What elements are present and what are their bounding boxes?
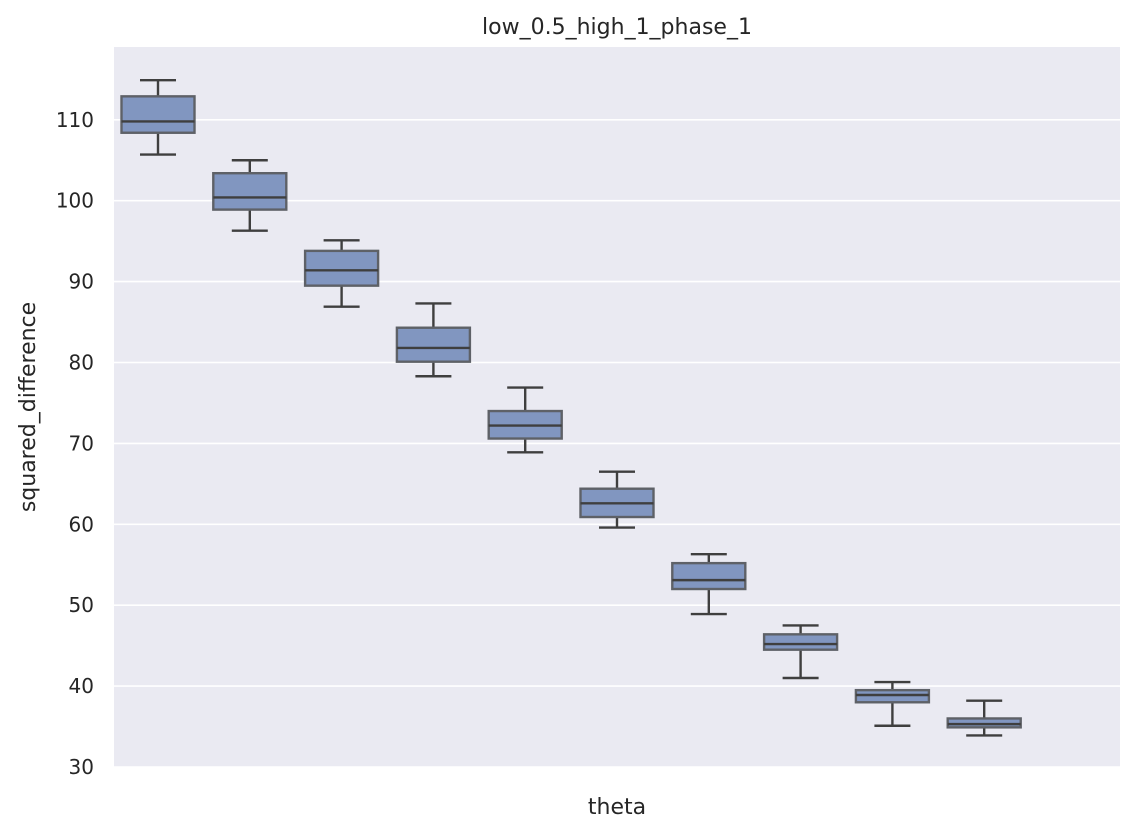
y-tick-label-40: 40: [69, 674, 94, 698]
y-tick-label-110: 110: [56, 108, 94, 132]
y-tick-label-50: 50: [69, 593, 94, 617]
box-4: [395, 302, 472, 378]
box-8: [762, 624, 839, 680]
box-iqr: [303, 249, 380, 287]
y-tick-label-100: 100: [56, 189, 94, 213]
box-5: [487, 386, 563, 454]
x-axis-label: theta: [588, 795, 646, 820]
plot-area: [114, 47, 1120, 767]
y-axis-label: squared_difference: [16, 302, 41, 512]
y-tick-label-70: 70: [69, 431, 94, 455]
box-iqr: [854, 688, 931, 704]
y-axis-ticks: 30 40 50 60 70 80 90 100 110: [56, 108, 94, 779]
box-iqr: [395, 326, 472, 363]
box-iqr: [120, 95, 196, 134]
box-3: [303, 239, 380, 308]
grid-lines: [114, 119, 1120, 768]
y-tick-label-90: 90: [69, 270, 94, 294]
y-tick-label-30: 30: [69, 755, 94, 779]
box-7: [671, 553, 747, 616]
box-iqr: [762, 633, 839, 651]
box-1: [120, 78, 196, 156]
y-tick-label-80: 80: [69, 351, 94, 375]
chart-title: low_0.5_high_1_phase_1: [482, 15, 752, 40]
box-iqr: [212, 172, 288, 211]
y-tick-label-60: 60: [69, 512, 94, 536]
box-iqr: [671, 561, 747, 591]
box-series: [120, 78, 1022, 737]
box-10: [946, 699, 1022, 737]
box-iqr: [946, 717, 1022, 729]
box-9: [854, 680, 931, 727]
box-6: [579, 470, 655, 529]
box-2: [212, 159, 288, 232]
